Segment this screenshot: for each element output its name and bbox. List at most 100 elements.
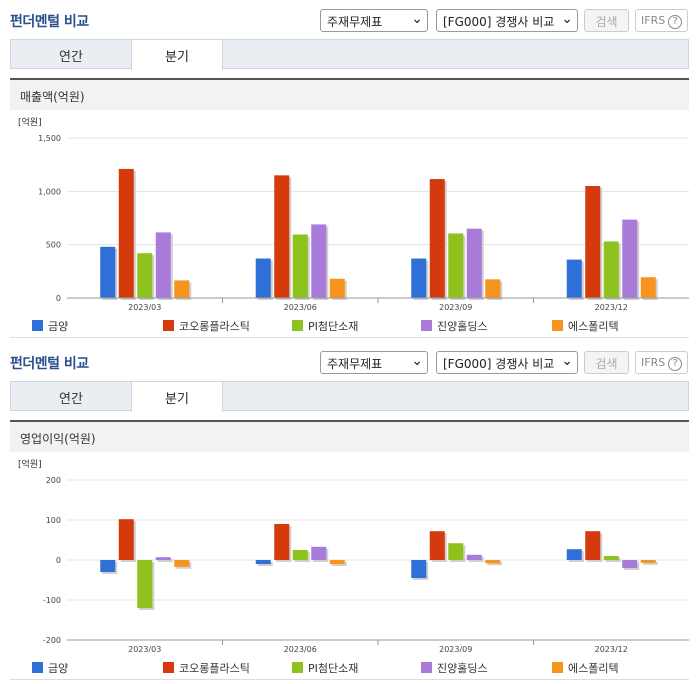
y-tick-label: 0: [56, 556, 61, 565]
bar: [640, 277, 656, 298]
bar-shadow: [157, 559, 173, 562]
chart-subtitle: 매출액(억원): [10, 78, 689, 110]
bar: [274, 175, 290, 298]
bar: [311, 224, 327, 298]
legend-swatch: [163, 320, 174, 331]
bar: [274, 524, 290, 560]
operating-profit-chart-svg: [억원] -200 -100 0 100 200 2023/03 2023/06 2023/09…: [18, 458, 689, 675]
bar: [329, 278, 345, 298]
bar: [566, 259, 582, 298]
help-icon: ?: [668, 15, 683, 29]
x-tick-label: 2023/12: [595, 303, 628, 312]
chart-subtitle: 영업이익(억원): [10, 420, 689, 452]
legend-label: PI첨단소재: [308, 662, 358, 675]
bar-shadow: [642, 562, 658, 565]
x-tick-label: 2023/12: [595, 645, 628, 654]
legend-label: 코오롱플라스틱: [179, 320, 250, 333]
y-tick-label: -100: [43, 596, 61, 605]
bar: [155, 232, 171, 298]
fundamental-section-operating-profit: 펀더멘털 비교 주재무제표 ⌄ [FG000] 경쟁사 비교 ⌄ 검색 IFRS? …: [0, 342, 696, 684]
ifrs-button[interactable]: IFRS?: [635, 351, 688, 374]
x-tick-label: 2023/09: [439, 645, 472, 654]
tab-annual[interactable]: 연간: [59, 392, 83, 407]
x-tick-label: 2023/06: [284, 303, 317, 312]
ifrs-button[interactable]: IFRS?: [635, 9, 688, 32]
bar: [466, 554, 482, 560]
legend-label: 코오롱플라스틱: [179, 662, 250, 675]
operating-profit-chart: [억원] -200 -100 0 100 200 2023/03 2023/06 2023/09…: [10, 452, 689, 680]
peer-compare-select-value: [FG000] 경쟁사 비교: [443, 357, 555, 371]
y-tick-label: 1,000: [38, 187, 61, 196]
unit-label: [억원]: [18, 116, 42, 128]
x-tick-label: 2023/09: [439, 303, 472, 312]
x-tick-label: 2023/06: [284, 645, 317, 654]
search-button[interactable]: 검색: [584, 9, 629, 32]
help-icon: ?: [668, 357, 683, 371]
section-header: 펀더멘털 비교 주재무제표 ⌄ [FG000] 경쟁사 비교 ⌄ 검색 IFRS?: [0, 0, 696, 36]
y-tick-label: 100: [46, 516, 61, 525]
ifrs-label: IFRS: [641, 14, 666, 27]
legend-swatch: [552, 662, 563, 673]
bar: [411, 560, 427, 578]
legend-swatch: [163, 662, 174, 673]
x-tick-label: 2023/03: [128, 645, 161, 654]
legend-label: 금양: [48, 662, 68, 675]
bar: [640, 560, 656, 563]
unit-label: [억원]: [18, 458, 42, 470]
bar-shadow: [487, 562, 503, 566]
bar: [118, 519, 134, 560]
bar: [485, 560, 501, 564]
bar: [429, 531, 445, 560]
y-tick-label: 200: [46, 476, 61, 485]
bar: [566, 549, 582, 560]
legend-label: 진양홀딩스: [437, 320, 488, 333]
y-tick-label: -200: [43, 636, 61, 645]
bar: [137, 560, 153, 608]
period-tabs: 연간 분기: [10, 381, 689, 412]
statement-select[interactable]: 주재무제표 ⌄: [320, 351, 428, 374]
x-tick-label: 2023/03: [128, 303, 161, 312]
bar: [411, 258, 427, 298]
peer-compare-select[interactable]: [FG000] 경쟁사 비교 ⌄: [436, 9, 578, 32]
y-tick-label: 0: [56, 294, 61, 303]
tab-annual[interactable]: 연간: [59, 50, 83, 65]
bar: [255, 258, 271, 298]
statement-select[interactable]: 주재무제표 ⌄: [320, 9, 428, 32]
search-button[interactable]: 검색: [584, 351, 629, 374]
section-header: 펀더멘털 비교 주재무제표 ⌄ [FG000] 경쟁사 비교 ⌄ 검색 IFRS?: [0, 342, 696, 378]
peer-compare-select-value: [FG000] 경쟁사 비교: [443, 15, 555, 29]
period-tabs: 연간 분기: [10, 39, 689, 70]
bar: [603, 556, 619, 560]
bar: [585, 531, 601, 560]
y-tick-label: 500: [46, 241, 61, 250]
ifrs-label: IFRS: [641, 356, 666, 369]
legend-swatch: [32, 662, 43, 673]
chevron-down-icon: ⌄: [411, 353, 423, 369]
revenue-chart-svg: [억원] 0 500 1,000 1,500 2023/03 2023/06 2023/09 2…: [18, 116, 689, 333]
tab-quarterly[interactable]: 분기: [131, 382, 223, 412]
chevron-down-icon: ⌄: [561, 11, 573, 27]
tab-quarterly[interactable]: 분기: [131, 40, 223, 70]
bar: [448, 543, 464, 560]
section-title: 펀더멘털 비교: [10, 14, 89, 30]
bar: [292, 234, 308, 298]
chevron-down-icon: ⌄: [561, 353, 573, 369]
legend-swatch: [552, 320, 563, 331]
peer-compare-select[interactable]: [FG000] 경쟁사 비교 ⌄: [436, 351, 578, 374]
bar: [429, 179, 445, 298]
bar: [100, 246, 116, 298]
legend-label: 진양홀딩스: [437, 662, 488, 675]
section-title: 펀더멘털 비교: [10, 356, 89, 372]
bar: [329, 560, 345, 564]
bar: [585, 186, 601, 298]
bar: [155, 557, 171, 560]
bar: [448, 233, 464, 298]
legend-label: PI첨단소재: [308, 320, 358, 333]
legend-swatch: [292, 320, 303, 331]
legend-swatch: [292, 662, 303, 673]
bar: [137, 253, 153, 298]
bar: [485, 279, 501, 298]
legend-label: 금양: [48, 320, 68, 333]
bar: [622, 560, 638, 568]
bar: [100, 560, 116, 572]
